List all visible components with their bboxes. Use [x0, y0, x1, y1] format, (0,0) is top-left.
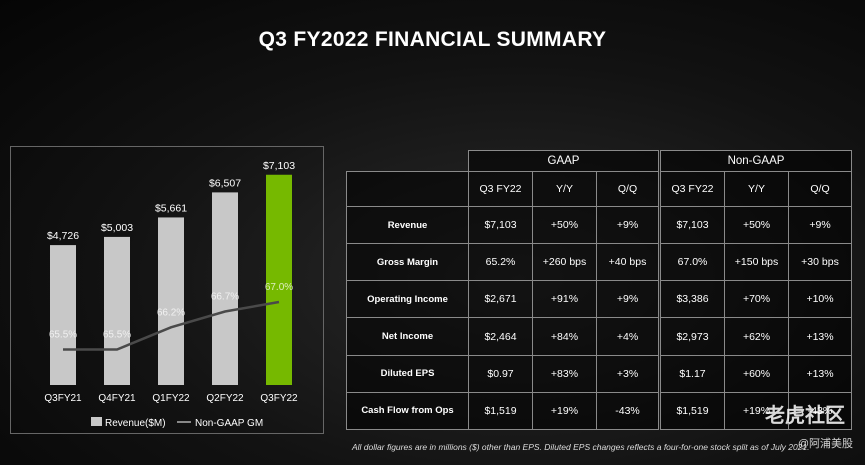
- revenue-bar: [212, 192, 238, 385]
- row-label: Gross Margin: [346, 243, 469, 282]
- table-cell: $0.97: [468, 354, 533, 393]
- table-cell: +13%: [788, 317, 853, 356]
- subheader-gaap-yy: Y/Y: [532, 171, 597, 207]
- table-cell: +19%: [532, 391, 597, 431]
- table-cell: +150 bps: [724, 243, 790, 282]
- table-cell: 65.2%: [468, 243, 533, 282]
- table-cell: +10%: [788, 280, 853, 319]
- subheader-gaap-qq: Q/Q: [595, 171, 660, 207]
- legend-gm-label: Non-GAAP GM: [195, 418, 263, 429]
- revenue-chart: $4,726 Q3FY21 $5,003 Q4FY21 $5,661 Q1FY22 $6,5…: [44, 160, 298, 429]
- revenue-bar: [50, 245, 76, 385]
- revenue-bar: [104, 236, 130, 385]
- table-cell: +30 bps: [788, 243, 853, 282]
- table-cell: +260 bps: [532, 243, 597, 282]
- gm-value-label: 66.7%: [211, 292, 239, 303]
- bar-value-label: $5,003: [101, 222, 133, 234]
- legend-revenue-swatch: [91, 417, 102, 426]
- row-label: Net Income: [346, 317, 469, 356]
- category-label: Q2FY22: [206, 393, 244, 404]
- category-label: Q1FY22: [152, 393, 190, 404]
- bar-value-label: $4,726: [47, 230, 79, 242]
- table-cell: +83%: [532, 354, 597, 393]
- subheader-nongaap-q3fy22: Q3 FY22: [660, 171, 726, 207]
- table-row: Operating Income $2,671 +91% +9% $3,386 +70% +…: [346, 280, 853, 319]
- footnote: All dollar figures are in millions ($) o…: [352, 442, 810, 452]
- table-cell: +4%: [595, 317, 660, 356]
- category-label: Q3FY22: [260, 393, 298, 404]
- gm-value-label: 65.5%: [49, 330, 77, 341]
- table-row: Net Income $2,464 +84% +4% $2,973 +62% +13%: [346, 317, 853, 356]
- group-header-gaap: GAAP: [467, 150, 660, 172]
- table-cell: +3%: [595, 354, 660, 393]
- watermark-handle: @阿浦美股: [797, 438, 853, 450]
- table-cell: +91%: [532, 280, 597, 319]
- watermark-logo: 老虎社区: [765, 405, 845, 427]
- table-cell: +9%: [595, 205, 660, 245]
- table-cell: -43%: [595, 391, 660, 431]
- table-cell: 67.0%: [660, 243, 726, 282]
- legend-revenue-label: Revenue($M): [105, 418, 166, 429]
- table-cell: +9%: [788, 205, 853, 245]
- table-cell: $7,103: [660, 205, 726, 245]
- bar-value-label: $5,661: [155, 202, 187, 214]
- row-label: Cash Flow from Ops: [346, 391, 469, 431]
- table-cell: +50%: [532, 205, 597, 245]
- gm-series-line: [63, 300, 280, 351]
- table-cell: $2,671: [468, 280, 533, 319]
- gm-value-label: 67.0%: [265, 282, 293, 293]
- table-row: Revenue $7,103 +50% +9% $7,103 +50% +9%: [346, 205, 853, 245]
- gm-value-label: 66.2%: [157, 307, 185, 318]
- table-cell: +60%: [724, 354, 790, 393]
- category-label: Q4FY21: [98, 393, 136, 404]
- row-label: Revenue: [346, 205, 469, 245]
- revenue-chart-panel: $4,726 Q3FY21 $5,003 Q4FY21 $5,661 Q1FY22 $6,5…: [10, 146, 324, 434]
- category-label: Q3FY21: [44, 393, 82, 404]
- revenue-bar: [158, 217, 184, 385]
- table-corner: [347, 151, 469, 172]
- table-row: Diluted EPS $0.97 +83% +3% $1.17 +60% +13%: [346, 354, 853, 393]
- table-cell: +13%: [788, 354, 853, 393]
- table-cell: -43%: [788, 391, 853, 431]
- table-cell: +40 bps: [595, 243, 660, 282]
- table-cell: $1,519: [468, 391, 533, 431]
- table-cell: +9%: [595, 280, 660, 319]
- bar-value-label: $6,507: [209, 177, 241, 189]
- subheader-gaap-q3fy22: Q3 FY22: [468, 171, 533, 207]
- financial-summary-table: GAAP Non-GAAP Q3 FY22 Y/Y Q/Q Q3 FY22 Y/…: [346, 150, 853, 431]
- table-row: Gross Margin 65.2% +260 bps +40 bps 67.0% +15…: [346, 243, 853, 282]
- table-cell: $2,464: [468, 317, 533, 356]
- row-label: Operating Income: [346, 280, 469, 319]
- table-cell: +62%: [724, 317, 790, 356]
- table-cell: $7,103: [468, 205, 533, 245]
- table-cell: $2,973: [660, 317, 726, 356]
- table-cell: $1,519: [660, 391, 726, 431]
- group-header-non-gaap: Non-GAAP: [660, 150, 853, 172]
- gm-value-label: 65.5%: [103, 330, 131, 341]
- table-cell: $1.17: [660, 354, 726, 393]
- table-cell: $3,386: [660, 280, 726, 319]
- row-label: Diluted EPS: [346, 354, 469, 393]
- table-row: Cash Flow from Ops $1,519 +19% -43% $1,519 +1…: [346, 391, 853, 431]
- table-cell: +50%: [724, 205, 790, 245]
- row-label-header: [346, 171, 469, 207]
- table-cell: +19%: [724, 391, 790, 431]
- bar-value-label: $7,103: [263, 160, 295, 172]
- page-title: Q3 FY2022 FINANCIAL SUMMARY: [258, 28, 607, 51]
- table-cell: +84%: [532, 317, 597, 356]
- table-cell: +70%: [724, 280, 790, 319]
- revenue-bar: [266, 174, 292, 385]
- subheader-nongaap-qq: Q/Q: [788, 171, 853, 207]
- subheader-nongaap-yy: Y/Y: [724, 171, 790, 207]
